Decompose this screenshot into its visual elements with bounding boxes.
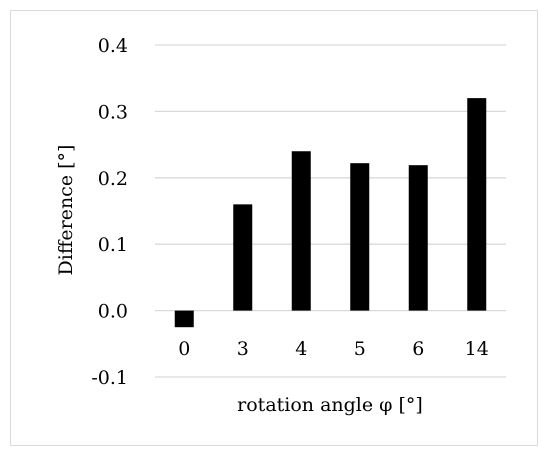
y-tick-label: 0.0 <box>98 301 128 323</box>
y-tick-label: 0.2 <box>98 168 128 190</box>
chart-frame <box>10 10 538 446</box>
gridlines <box>155 44 506 378</box>
x-tick-label: 4 <box>295 338 307 360</box>
x-tick-label: 5 <box>354 338 366 360</box>
bar-0 <box>174 310 194 328</box>
y-tick-label: 0.1 <box>98 234 128 256</box>
y-tick-label: 0.4 <box>98 35 128 57</box>
bar-5 <box>350 163 370 311</box>
bars <box>174 98 487 328</box>
bar-6 <box>408 165 428 311</box>
x-tick-label: 0 <box>178 338 190 360</box>
x-tick-label: 6 <box>412 338 424 360</box>
y-tick-label: -0.1 <box>91 367 128 389</box>
y-axis-label: Difference [°] <box>55 145 77 276</box>
x-tick-label: 3 <box>237 338 249 360</box>
bar-14 <box>467 98 487 311</box>
bar-4 <box>291 151 311 311</box>
y-tick-labels: -0.1 0.0 0.1 0.2 0.3 0.4 <box>91 35 128 389</box>
bar-3 <box>233 204 253 311</box>
x-axis-label: rotation angle φ [°] <box>237 394 423 416</box>
y-tick-label: 0.3 <box>98 101 128 123</box>
x-tick-label: 14 <box>465 338 489 360</box>
x-tick-labels: 0 3 4 5 6 14 <box>178 338 489 360</box>
